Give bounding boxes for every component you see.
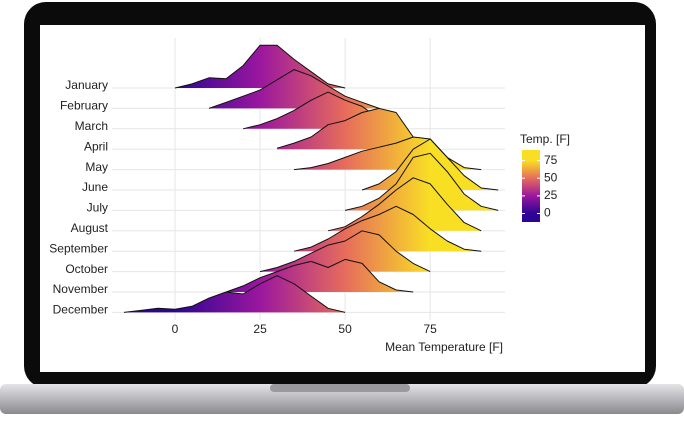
ridge-area — [124, 275, 346, 313]
x-tick-label: 75 — [423, 322, 437, 336]
chart: 0 25 50 75 Mean Temperature [F] January Februa… — [49, 38, 570, 354]
ridge-area — [294, 206, 482, 252]
x-tick-label: 0 — [172, 322, 179, 336]
y-tick-label: July — [87, 201, 108, 215]
legend-tick-label: 50 — [544, 170, 558, 184]
y-tick-label: October — [65, 262, 108, 276]
ridge-area — [328, 177, 482, 231]
ridge-line — [327, 177, 482, 232]
screen — [40, 25, 645, 372]
ridge-line — [123, 275, 346, 313]
ridge-area — [277, 108, 431, 150]
y-tick-label: May — [85, 160, 108, 174]
laptop-base — [0, 384, 684, 414]
laptop-notch — [270, 384, 410, 392]
y-tick-label: April — [84, 139, 108, 153]
legend-tick-label: 75 — [544, 153, 558, 167]
y-tick-label: January — [65, 78, 108, 92]
y-tick-label: September — [49, 241, 108, 255]
y-tick-label: November — [53, 282, 108, 296]
ridge-line — [294, 136, 482, 171]
ridge-line — [225, 258, 414, 293]
ridge-line — [208, 69, 380, 109]
ridge-line — [361, 138, 499, 191]
ridge-line — [276, 107, 431, 150]
legend-colorbar — [522, 150, 540, 222]
x-tick-label: 25 — [253, 322, 267, 336]
legend-tick-label: 25 — [544, 188, 558, 202]
legend-title: Temp. [F] — [520, 132, 570, 146]
x-axis-label: Mean Temperature [F] — [385, 340, 503, 354]
legend-tick-label: 0 — [544, 206, 551, 220]
x-tick-label: 50 — [338, 322, 352, 336]
y-tick-label: June — [82, 180, 108, 194]
ridge-line — [259, 230, 431, 273]
y-tick-label: December — [53, 303, 108, 317]
y-tick-label: March — [75, 119, 108, 133]
ridge-line — [293, 205, 482, 252]
y-tick-label: August — [71, 221, 109, 235]
ridge-line — [174, 44, 346, 89]
ridge-area — [260, 230, 431, 272]
ridge-line — [344, 152, 499, 211]
y-tick-label: February — [60, 99, 108, 113]
